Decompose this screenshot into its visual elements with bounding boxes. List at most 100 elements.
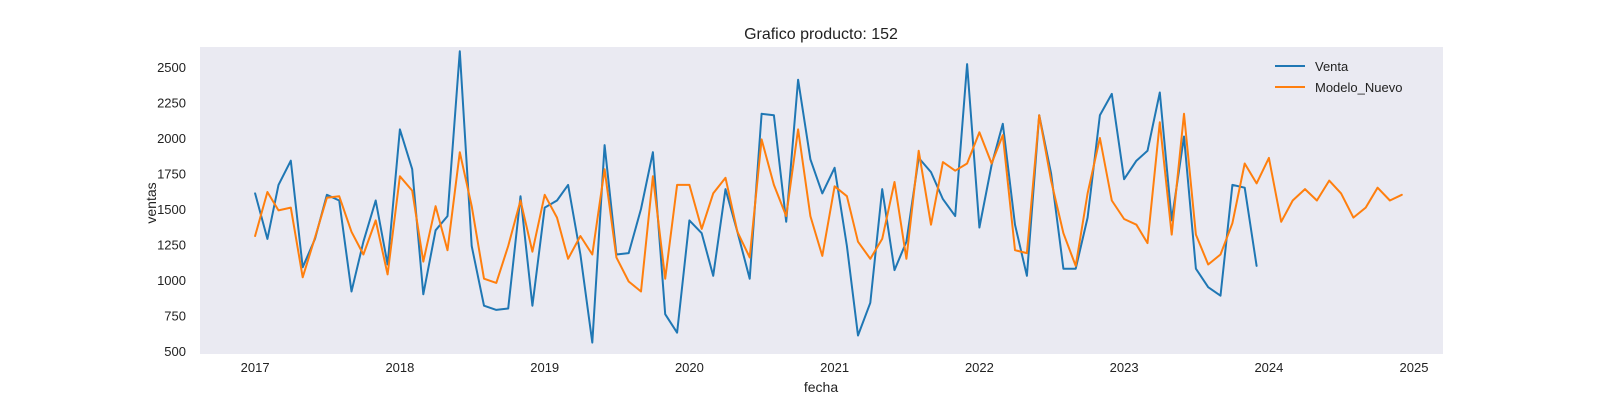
data-point bbox=[435, 230, 437, 232]
data-point bbox=[1232, 222, 1234, 224]
data-point bbox=[496, 282, 498, 284]
data-point bbox=[930, 224, 932, 226]
data-point bbox=[701, 228, 703, 230]
data-point bbox=[628, 281, 630, 283]
data-point bbox=[906, 258, 908, 260]
data-point bbox=[785, 215, 787, 217]
y-tick-label: 1250 bbox=[157, 238, 186, 253]
data-point bbox=[822, 255, 824, 257]
data-point bbox=[1365, 207, 1367, 209]
data-point bbox=[267, 238, 269, 240]
data-point bbox=[1220, 295, 1222, 297]
data-point bbox=[580, 235, 582, 237]
y-axis-ticks: 500 750 1000 1250 1500 1750 2000 2250 2500 bbox=[157, 60, 186, 359]
data-point bbox=[1087, 217, 1089, 219]
data-point bbox=[689, 220, 691, 222]
data-point bbox=[1087, 193, 1089, 195]
data-point bbox=[1220, 254, 1222, 256]
data-point bbox=[1026, 275, 1028, 277]
data-point bbox=[834, 186, 836, 188]
data-point bbox=[725, 177, 727, 179]
data-point bbox=[846, 195, 848, 197]
data-point bbox=[1353, 217, 1355, 219]
data-point bbox=[846, 245, 848, 247]
data-point bbox=[906, 241, 908, 243]
data-point bbox=[725, 188, 727, 190]
data-point bbox=[1136, 224, 1138, 226]
data-point bbox=[930, 171, 932, 173]
data-point bbox=[616, 257, 618, 259]
data-point bbox=[773, 114, 775, 116]
data-point bbox=[375, 220, 377, 222]
data-point bbox=[797, 129, 799, 131]
x-tick-label: 2024 bbox=[1254, 360, 1283, 375]
data-point bbox=[676, 332, 678, 334]
data-point bbox=[1256, 265, 1258, 267]
data-point bbox=[737, 231, 739, 233]
data-point bbox=[267, 191, 269, 193]
data-point bbox=[773, 184, 775, 186]
data-point bbox=[1389, 200, 1391, 202]
x-tick-label: 2020 bbox=[675, 360, 704, 375]
data-point bbox=[1183, 113, 1185, 115]
chart-title: Grafico producto: 152 bbox=[744, 26, 898, 43]
data-point bbox=[1232, 184, 1234, 186]
data-point bbox=[810, 215, 812, 217]
data-point bbox=[942, 161, 944, 163]
data-point bbox=[761, 139, 763, 141]
data-point bbox=[1401, 194, 1403, 196]
data-point bbox=[701, 232, 703, 234]
x-tick-label: 2017 bbox=[241, 360, 270, 375]
x-axis-title: fecha bbox=[804, 379, 838, 395]
series-lines bbox=[254, 50, 1403, 344]
data-point bbox=[326, 194, 328, 196]
data-point bbox=[979, 227, 981, 229]
data-point bbox=[1195, 268, 1197, 270]
data-point bbox=[1075, 268, 1077, 270]
data-point bbox=[423, 261, 425, 263]
data-point bbox=[1195, 234, 1197, 236]
data-point bbox=[1207, 286, 1209, 288]
data-point bbox=[1292, 200, 1294, 202]
data-point bbox=[1123, 218, 1125, 220]
data-point bbox=[363, 241, 365, 243]
y-tick-label: 2000 bbox=[157, 131, 186, 146]
data-point bbox=[483, 278, 485, 280]
x-tick-label: 2022 bbox=[965, 360, 994, 375]
data-point bbox=[314, 237, 316, 239]
data-point bbox=[507, 308, 509, 310]
data-point bbox=[567, 258, 569, 260]
data-point bbox=[471, 205, 473, 207]
x-tick-label: 2021 bbox=[820, 360, 849, 375]
data-point bbox=[556, 217, 558, 219]
data-point bbox=[302, 267, 304, 269]
data-point bbox=[326, 197, 328, 199]
data-point bbox=[991, 163, 993, 165]
data-point bbox=[954, 170, 956, 172]
data-point bbox=[254, 193, 256, 195]
x-tick-label: 2023 bbox=[1110, 360, 1139, 375]
data-point bbox=[1171, 234, 1173, 236]
data-point bbox=[628, 252, 630, 254]
data-point bbox=[1244, 163, 1246, 165]
y-tick-label: 2500 bbox=[157, 60, 186, 75]
data-point bbox=[652, 151, 654, 153]
series-line-modelo-nuevo bbox=[254, 112, 1403, 293]
data-point bbox=[1099, 137, 1101, 139]
data-point bbox=[664, 278, 666, 280]
data-point bbox=[290, 160, 292, 162]
data-point bbox=[1244, 187, 1246, 189]
y-axis-title: ventas bbox=[143, 182, 159, 223]
data-point bbox=[1256, 183, 1258, 185]
data-point bbox=[544, 207, 546, 209]
data-point bbox=[1377, 187, 1379, 189]
data-point bbox=[363, 254, 365, 256]
data-point bbox=[532, 305, 534, 307]
data-point bbox=[1038, 114, 1040, 116]
data-point bbox=[399, 129, 401, 131]
data-point bbox=[881, 238, 883, 240]
data-point bbox=[676, 184, 678, 186]
data-point bbox=[604, 144, 606, 146]
data-point bbox=[411, 168, 413, 170]
